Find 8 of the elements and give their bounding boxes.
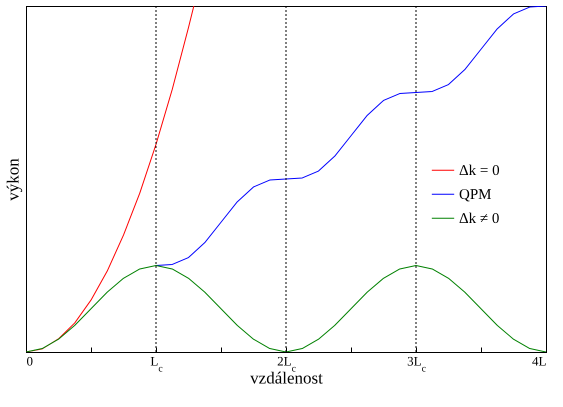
- x-tick-label: 3L$_{c}$: [407, 354, 427, 374]
- y-axis-title: výkon: [4, 158, 22, 201]
- x-tick-label: 4L: [532, 354, 547, 368]
- x-tick-label: 0: [26, 354, 33, 368]
- x-tick-label: L$_{c}$: [150, 354, 164, 374]
- legend-label: Δk = 0: [459, 163, 500, 180]
- legend-label: Δk ≠ 0: [459, 211, 500, 228]
- legend-label: QPM: [459, 187, 492, 204]
